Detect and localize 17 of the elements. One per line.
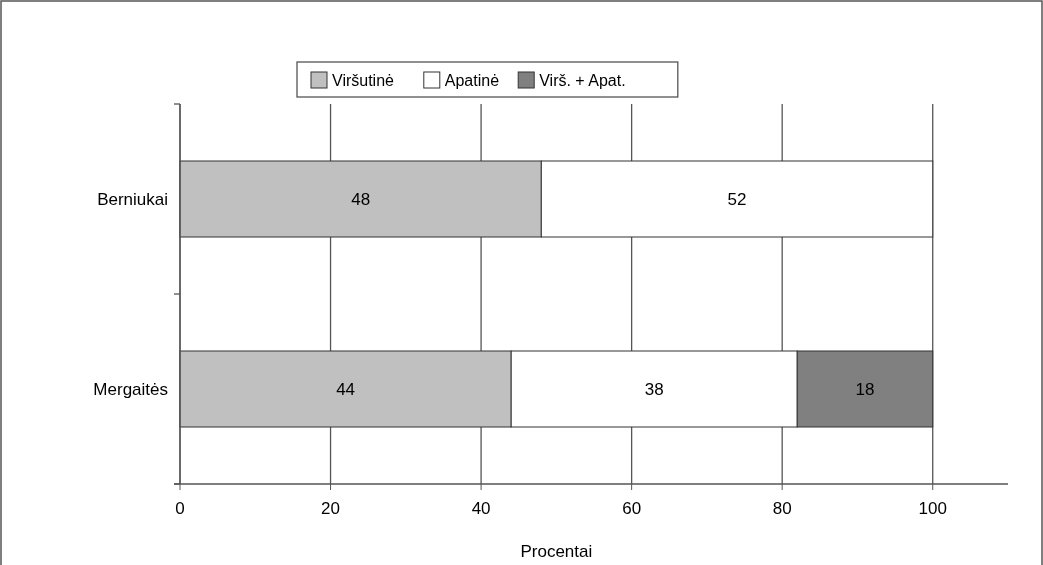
legend-label: Viršutinė (332, 71, 395, 89)
data-label: 48 (351, 189, 371, 209)
data-label: 18 (855, 379, 875, 399)
data-label: 52 (727, 189, 747, 209)
x-tick-label: 40 (471, 499, 491, 518)
legend-label: Apatinė (444, 71, 500, 89)
legend-label: Virš. + Apat. (539, 71, 626, 89)
x-tick-label: 80 (772, 499, 792, 518)
x-tick-label: 100 (918, 499, 947, 518)
y-tick-label: Berniukai (97, 189, 168, 209)
data-label: 44 (336, 379, 356, 399)
data-label: 38 (644, 379, 664, 399)
x-tick-label: 20 (321, 499, 341, 518)
x-axis-title: Procentai (520, 542, 593, 561)
x-tick-label: 60 (622, 499, 642, 518)
x-tick-label: 0 (175, 499, 185, 518)
y-tick-label: Mergaitės (93, 379, 168, 399)
